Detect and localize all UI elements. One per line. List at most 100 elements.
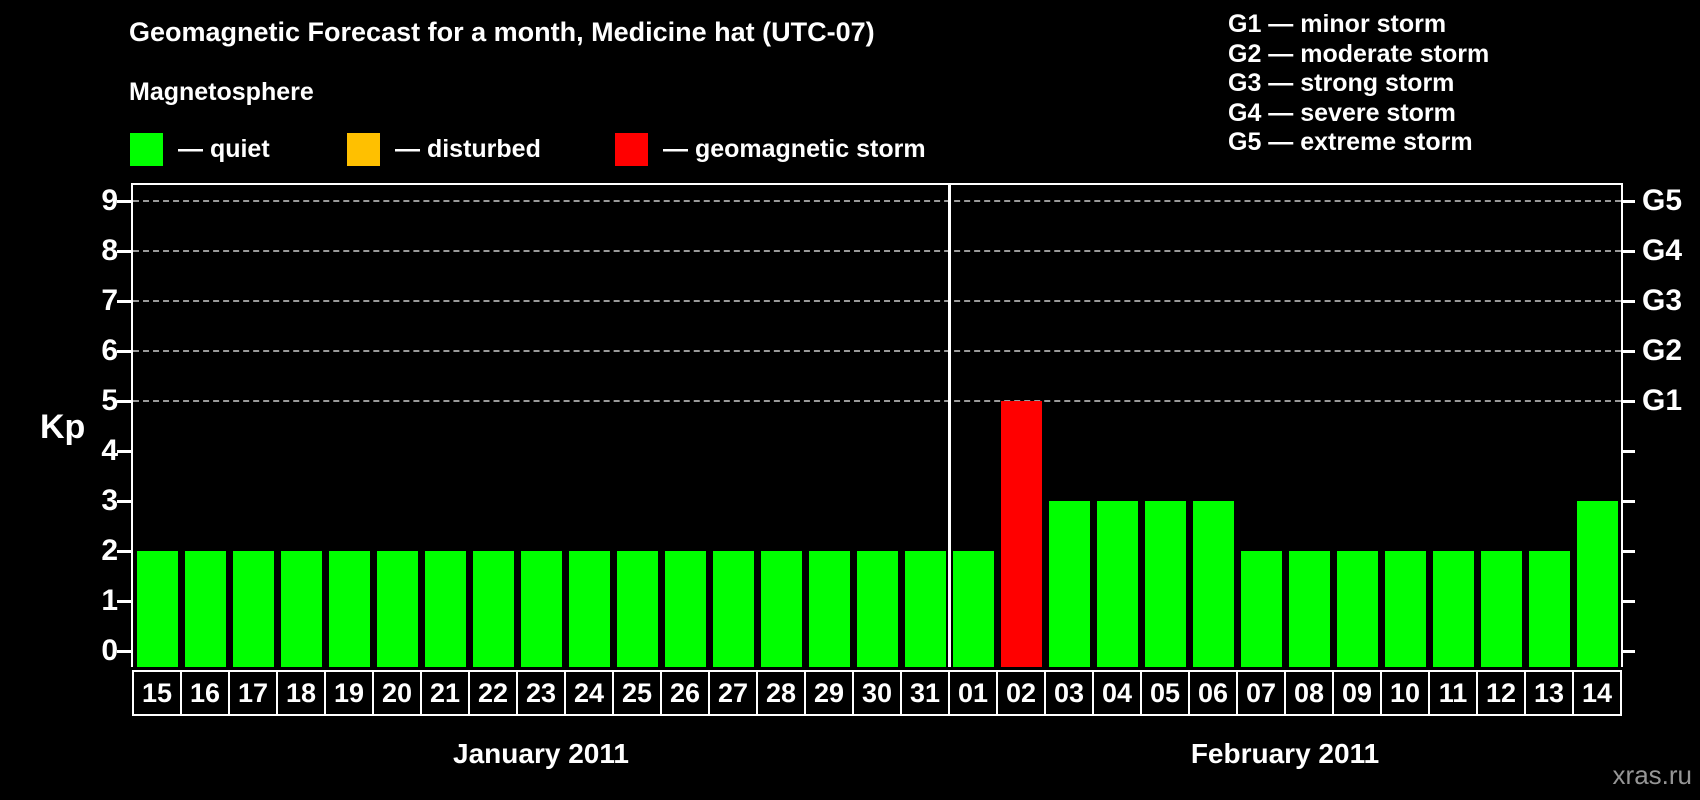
right-axis-label-g2: G2 bbox=[1642, 334, 1683, 367]
y-axis-title: Kp bbox=[40, 408, 86, 446]
y-tick-right-6 bbox=[1621, 349, 1635, 353]
legend-label-storm: — geomagnetic storm bbox=[663, 135, 926, 163]
day-label-07: 07 bbox=[1236, 670, 1286, 716]
bar-day-28 bbox=[760, 551, 802, 667]
right-axis-label-g3: G3 bbox=[1642, 284, 1683, 317]
bar-day-23 bbox=[520, 551, 562, 667]
y-tick-label-4: 4 bbox=[101, 434, 118, 467]
y-tick-right-5 bbox=[1621, 399, 1635, 403]
bar-day-13 bbox=[1528, 551, 1570, 667]
storm-scale-item-g5: G5 — extreme storm bbox=[1228, 128, 1473, 156]
day-label-24: 24 bbox=[564, 670, 614, 716]
bar-day-19 bbox=[328, 551, 370, 667]
legend-item-disturbed: — disturbed bbox=[347, 133, 541, 166]
storm-scale-item-g2: G2 — moderate storm bbox=[1228, 39, 1490, 68]
y-tick-right-2 bbox=[1621, 549, 1635, 553]
y-tick-label-3: 3 bbox=[101, 484, 118, 517]
bar-day-04 bbox=[1096, 501, 1138, 667]
bar-day-27 bbox=[712, 551, 754, 667]
day-label-11: 11 bbox=[1428, 670, 1478, 716]
bar-day-15 bbox=[136, 551, 178, 667]
day-label-15: 15 bbox=[132, 670, 182, 716]
day-label-26: 26 bbox=[660, 670, 710, 716]
day-label-12: 12 bbox=[1476, 670, 1526, 716]
legend-item-quiet: — quiet bbox=[130, 133, 270, 166]
day-label-09: 09 bbox=[1332, 670, 1382, 716]
day-label-16: 16 bbox=[180, 670, 230, 716]
y-tick-left-9 bbox=[117, 199, 131, 203]
bar-day-21 bbox=[424, 551, 466, 667]
gridline-kp-6 bbox=[133, 350, 1621, 352]
bar-day-05 bbox=[1144, 501, 1186, 667]
day-label-25: 25 bbox=[612, 670, 662, 716]
bar-day-18 bbox=[280, 551, 322, 667]
bar-day-08 bbox=[1288, 551, 1330, 667]
y-tick-label-6: 6 bbox=[101, 334, 118, 367]
legend-label-disturbed: — disturbed bbox=[395, 135, 541, 163]
day-label-22: 22 bbox=[468, 670, 518, 716]
y-tick-right-9 bbox=[1621, 199, 1635, 203]
day-label-23: 23 bbox=[516, 670, 566, 716]
storm-scale-item-g3: G3 — strong storm bbox=[1228, 69, 1455, 97]
day-label-08: 08 bbox=[1284, 670, 1334, 716]
day-label-28: 28 bbox=[756, 670, 806, 716]
day-label-03: 03 bbox=[1044, 670, 1094, 716]
month-label-february: February 2011 bbox=[1190, 738, 1380, 769]
bar-day-30 bbox=[856, 551, 898, 667]
bar-day-06 bbox=[1192, 501, 1234, 667]
day-label-17: 17 bbox=[228, 670, 278, 716]
bar-day-12 bbox=[1480, 551, 1522, 667]
gridline-kp-7 bbox=[133, 300, 1621, 302]
month-separator bbox=[947, 185, 951, 667]
bar-day-31 bbox=[904, 551, 946, 667]
bar-day-07 bbox=[1240, 551, 1282, 667]
day-label-06: 06 bbox=[1188, 670, 1238, 716]
day-label-05: 05 bbox=[1140, 670, 1190, 716]
day-label-20: 20 bbox=[372, 670, 422, 716]
y-tick-left-5 bbox=[117, 399, 131, 403]
bar-day-10 bbox=[1384, 551, 1426, 667]
y-tick-left-8 bbox=[117, 249, 131, 253]
bar-day-16 bbox=[184, 551, 226, 667]
day-label-01: 01 bbox=[948, 670, 998, 716]
day-label-29: 29 bbox=[804, 670, 854, 716]
bar-day-01 bbox=[952, 551, 994, 667]
y-tick-label-9: 9 bbox=[101, 184, 118, 217]
day-label-30: 30 bbox=[852, 670, 902, 716]
bar-day-11 bbox=[1432, 551, 1474, 667]
y-tick-right-1 bbox=[1621, 599, 1635, 603]
plot-area bbox=[131, 183, 1623, 667]
y-tick-label-2: 2 bbox=[101, 534, 118, 567]
storm-scale-item-g4: G4 — severe storm bbox=[1228, 98, 1456, 127]
y-tick-right-3 bbox=[1621, 499, 1635, 503]
y-tick-label-7: 7 bbox=[101, 284, 118, 317]
y-tick-right-8 bbox=[1621, 249, 1635, 253]
day-label-13: 13 bbox=[1524, 670, 1574, 716]
y-tick-label-1: 1 bbox=[101, 584, 118, 617]
y-tick-left-1 bbox=[117, 599, 131, 603]
bar-day-26 bbox=[664, 551, 706, 667]
bar-day-25 bbox=[616, 551, 658, 667]
month-label-january: January 2011 bbox=[453, 738, 629, 769]
storm-scale-legend: G1 — minor storm G2 — moderate storm G3 … bbox=[1228, 10, 1489, 158]
chart-title: Geomagnetic Forecast for a month, Medici… bbox=[129, 17, 875, 47]
y-tick-right-4 bbox=[1621, 449, 1635, 453]
right-axis-label-g5: G5 bbox=[1642, 184, 1683, 217]
y-tick-left-0 bbox=[117, 649, 131, 653]
bar-day-02 bbox=[1000, 401, 1042, 667]
y-tick-left-4 bbox=[117, 449, 131, 453]
day-label-04: 04 bbox=[1092, 670, 1142, 716]
y-tick-left-7 bbox=[117, 299, 131, 303]
day-label-19: 19 bbox=[324, 670, 374, 716]
day-label-27: 27 bbox=[708, 670, 758, 716]
y-tick-right-7 bbox=[1621, 299, 1635, 303]
bar-day-22 bbox=[472, 551, 514, 667]
storm-scale-item-g1: G1 — minor storm bbox=[1228, 10, 1447, 38]
y-tick-label-8: 8 bbox=[101, 234, 118, 267]
legend-item-storm: — geomagnetic storm bbox=[615, 133, 926, 166]
y-tick-left-3 bbox=[117, 499, 131, 503]
bar-day-29 bbox=[808, 551, 850, 667]
gridline-kp-9 bbox=[133, 200, 1621, 202]
quiet-swatch bbox=[130, 133, 163, 166]
y-tick-label-5: 5 bbox=[101, 384, 118, 417]
